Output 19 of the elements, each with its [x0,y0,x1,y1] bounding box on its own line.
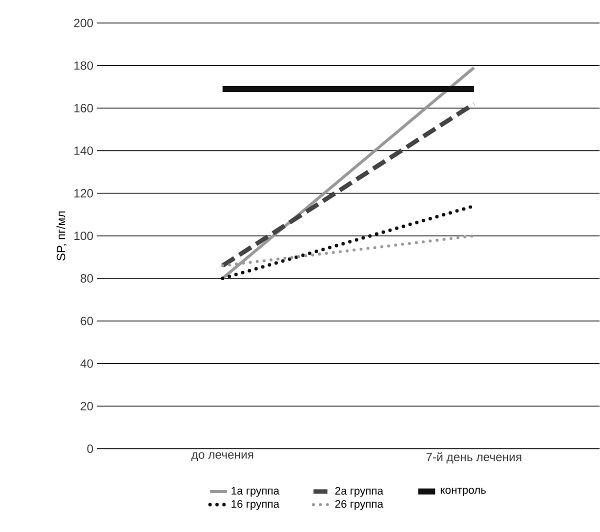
y-tick-label: 80 [80,274,93,283]
legend-label: 16 группа [232,500,280,510]
y-tick-label: 120 [74,189,93,198]
legend-label: 2а группа [335,487,384,498]
y-tick-label: 100 [74,232,93,240]
x-tick-label: до лечения [191,452,254,462]
x-tick-label: 7-й день лечения [426,452,522,464]
y-tick-label: 140 [74,146,93,156]
y-axis-title: SP, пг/мл [56,212,67,261]
legend-label: контроль [440,488,486,496]
y-tick-label: 180 [74,62,93,70]
legend-label: 1а группа [232,487,280,497]
y-tick-label: 200 [74,18,93,28]
legend-label: 26 группа [335,500,384,510]
y-tick-label: 20 [80,402,93,411]
y-tick-label: 60 [80,316,93,326]
y-tick-label: 40 [80,360,93,368]
y-tick-label: 160 [74,104,93,113]
y-tick-label: 0 [87,444,93,454]
